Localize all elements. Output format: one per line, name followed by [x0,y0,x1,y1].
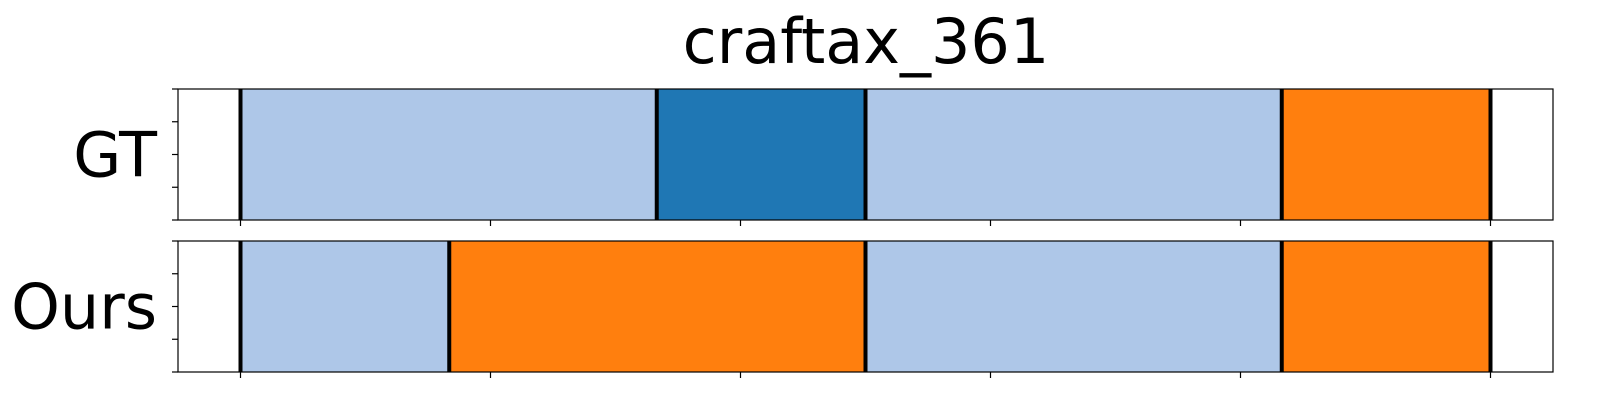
segment-bar [240,241,450,372]
segment-bar [240,89,657,220]
row-gt: GT [73,88,1554,226]
segment-bar [865,241,1282,372]
segment-bar [865,89,1282,220]
segment-bar [449,241,866,372]
segment-bar [1281,89,1491,220]
row-label: GT [73,119,158,192]
rows-group: GT Ours [11,88,1554,378]
row-ours: Ours [11,240,1554,378]
row-label: Ours [11,271,157,344]
segment-bar [656,89,866,220]
segment-bar [1281,241,1491,372]
chart-title: craftax_361 [683,5,1050,78]
